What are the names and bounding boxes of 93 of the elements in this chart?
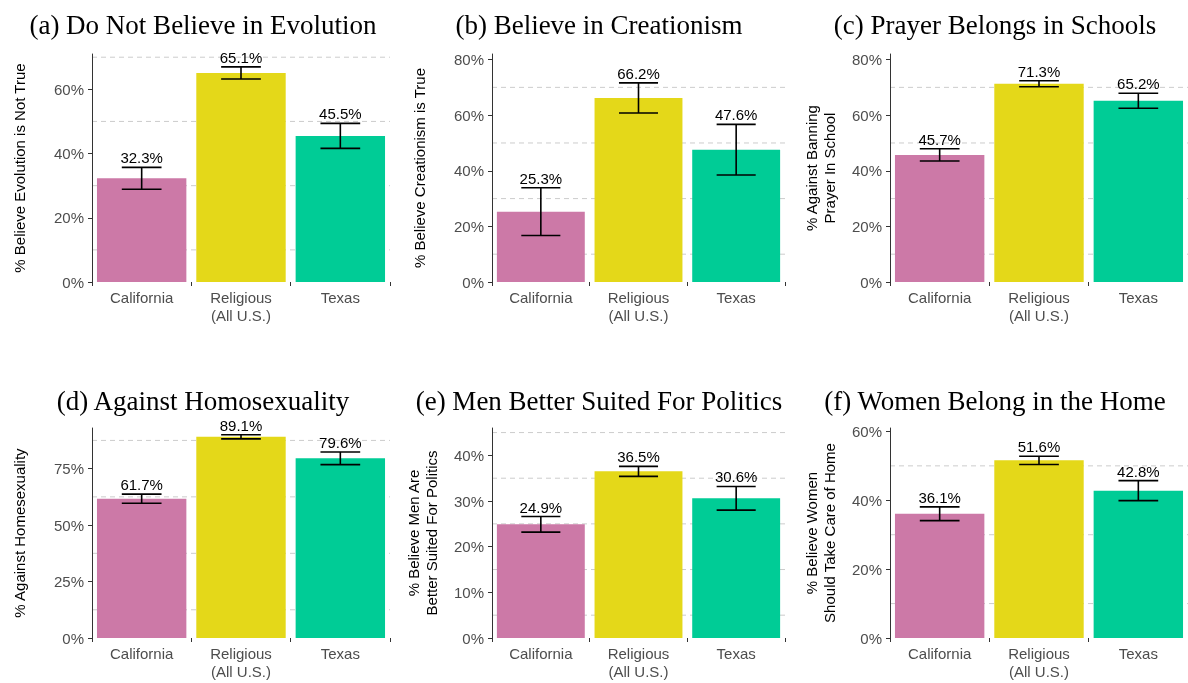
chart-title: (e) Men Better Suited For Politics <box>415 385 783 416</box>
x-tick-label: California <box>509 288 574 306</box>
bar <box>1093 490 1184 638</box>
bar <box>196 72 286 282</box>
y-tick-label: 0% <box>462 273 484 291</box>
y-axis-title: % Believe Evolution is Not True <box>10 63 28 273</box>
data-label: 79.6% <box>319 433 362 451</box>
x-tick-label: Texas <box>1118 644 1158 662</box>
x-tick-label: Religious (All U.S.) <box>1008 644 1070 680</box>
y-tick-label: 20% <box>851 217 882 235</box>
x-tick-label: Religious (All U.S.) <box>607 288 670 324</box>
y-tick-label: 60% <box>851 106 882 124</box>
y-tick-label: 25% <box>53 573 84 591</box>
y-tick-label: 20% <box>53 209 84 227</box>
data-label: 45.5% <box>319 105 362 123</box>
data-label: 24.9% <box>519 498 563 516</box>
y-tick-label: 80% <box>851 51 882 69</box>
y-tick-label: 50% <box>53 516 84 534</box>
bar <box>295 458 386 638</box>
y-tick-label: 0% <box>860 629 882 647</box>
x-tick-label: California <box>907 644 972 662</box>
y-tick-label: 40% <box>53 145 84 163</box>
data-label: 65.2% <box>1117 75 1160 93</box>
y-axis-title: % Believe Creationism is True <box>410 67 428 269</box>
chart-title: (a) Do Not Believe in Evolution <box>29 9 378 40</box>
y-tick-label: 75% <box>53 460 84 478</box>
y-tick-label: 40% <box>453 446 484 464</box>
chart-title: (f) Women Belong in the Home <box>824 385 1166 416</box>
y-tick-label: 80% <box>453 51 484 69</box>
data-label: 47.6% <box>714 106 758 124</box>
bar <box>994 460 1084 638</box>
x-tick-label: Religious (All U.S.) <box>210 288 272 324</box>
x-tick-label: California <box>109 288 174 306</box>
y-tick-label: 60% <box>851 422 882 440</box>
bar <box>295 135 386 282</box>
x-tick-label: Religious (All U.S.) <box>210 644 272 680</box>
bar <box>196 436 286 638</box>
x-tick-label: Texas <box>1118 288 1158 306</box>
x-tick-label: California <box>109 644 174 662</box>
bar <box>692 498 781 638</box>
y-axis-title: % Believe Women Should Take Care of Home <box>802 443 838 623</box>
y-tick-label: 0% <box>62 273 84 291</box>
data-label: 66.2% <box>617 64 660 82</box>
x-tick-label: Religious (All U.S.) <box>1008 288 1070 324</box>
bar <box>96 178 187 282</box>
x-tick-label: Texas <box>716 288 756 306</box>
y-tick-label: 40% <box>453 162 484 180</box>
data-label: 45.7% <box>918 130 961 148</box>
chart-title: (d) Against Homosexuality <box>56 385 350 416</box>
y-axis-title: % Against Banning Prayer In School <box>802 105 838 231</box>
y-tick-label: 40% <box>851 491 882 509</box>
y-tick-label: 0% <box>462 629 484 647</box>
bar <box>894 513 985 638</box>
y-tick-label: 0% <box>62 629 84 647</box>
x-tick-label: Texas <box>716 644 756 662</box>
x-tick-label: Religious (All U.S.) <box>607 644 670 680</box>
y-tick-label: 40% <box>851 162 882 180</box>
data-label: 42.8% <box>1117 462 1160 480</box>
data-label: 51.6% <box>1017 438 1061 456</box>
x-tick-label: California <box>509 644 574 662</box>
data-label: 30.6% <box>714 468 758 486</box>
y-tick-label: 0% <box>860 273 882 291</box>
x-tick-label: Texas <box>320 288 360 306</box>
bar <box>496 524 585 638</box>
data-label: 65.1% <box>219 48 263 66</box>
y-tick-label: 60% <box>453 106 484 124</box>
y-axis-title: % Against Homesexuality <box>10 447 28 618</box>
bar <box>994 83 1084 282</box>
bar <box>496 211 585 282</box>
y-tick-label: 60% <box>53 80 84 98</box>
bar <box>96 498 187 638</box>
data-label: 25.3% <box>519 169 563 187</box>
x-tick-label: Texas <box>320 644 360 662</box>
data-label: 36.5% <box>617 448 660 466</box>
data-label: 71.3% <box>1017 62 1061 80</box>
bar <box>1093 100 1184 282</box>
data-label: 36.1% <box>918 488 961 506</box>
x-tick-label: California <box>907 288 972 306</box>
y-tick-label: 20% <box>453 538 484 556</box>
data-label: 61.7% <box>120 476 163 494</box>
y-tick-label: 20% <box>453 217 484 235</box>
bar <box>894 154 985 282</box>
bar <box>692 149 781 282</box>
bar <box>594 97 683 282</box>
y-tick-label: 10% <box>453 583 484 601</box>
chart-title: (c) Prayer Belongs in Schools <box>833 9 1157 40</box>
data-label: 32.3% <box>120 149 163 167</box>
data-label: 89.1% <box>219 416 263 434</box>
bar <box>594 471 683 638</box>
y-tick-label: 20% <box>851 560 882 578</box>
chart-title: (b) Believe in Creationism <box>455 9 743 40</box>
y-tick-label: 30% <box>453 492 484 510</box>
y-axis-title: % Believe Men Are Better Suited For Politics <box>404 450 440 616</box>
